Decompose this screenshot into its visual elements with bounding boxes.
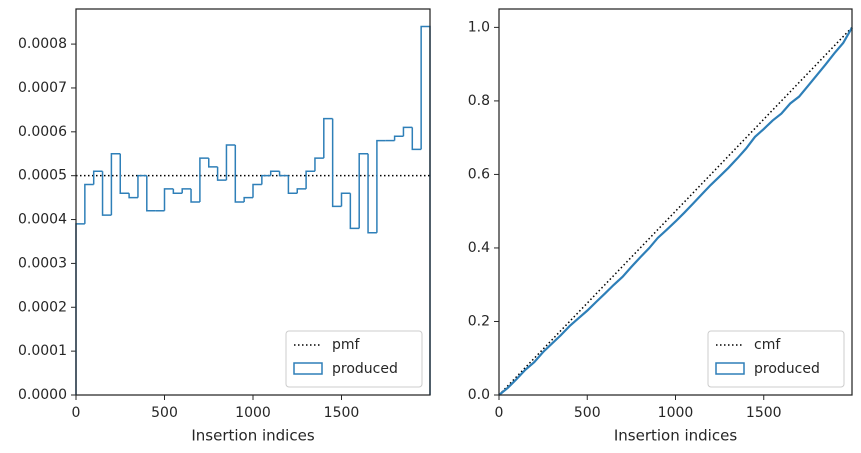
- x-axis-label: Insertion indices: [191, 427, 314, 445]
- histogram-step: [110, 153, 121, 216]
- histogram-step: [323, 117, 333, 159]
- y-tick-label: 0.0005: [18, 168, 67, 184]
- histogram-step: [349, 193, 360, 230]
- x-tick-label: 1500: [324, 405, 360, 421]
- histogram-step: [261, 174, 271, 185]
- series-line: [498, 26, 853, 396]
- x-tick-label: 1000: [235, 405, 271, 421]
- histogram-step: [208, 158, 218, 168]
- histogram-step: [190, 188, 200, 203]
- y-tick-label: 0.0001: [18, 343, 67, 359]
- histogram-step: [75, 223, 85, 395]
- legend-box: [285, 330, 423, 388]
- histogram-step: [199, 157, 209, 202]
- y-tick-label: 0.0000: [18, 387, 67, 403]
- x-tick-label: 1500: [746, 405, 782, 421]
- legend-swatch: [715, 362, 745, 375]
- legend-label: pmf: [332, 337, 361, 353]
- histogram-step: [216, 166, 227, 181]
- legend-box: [707, 330, 845, 388]
- histogram-step: [181, 188, 192, 194]
- histogram-step: [146, 175, 156, 212]
- histogram-step: [243, 196, 253, 202]
- y-tick-label: 0.0007: [18, 80, 67, 96]
- legend-label: cmf: [754, 337, 781, 353]
- histogram-step: [269, 170, 280, 176]
- y-tick-label: 0.0003: [18, 255, 67, 271]
- series-line: [498, 27, 853, 396]
- histogram-step: [340, 192, 351, 207]
- legend-label: produced: [754, 361, 820, 377]
- histogram-step: [367, 153, 377, 234]
- histogram-step: [119, 153, 130, 194]
- histogram-step: [225, 144, 236, 181]
- histogram-step: [402, 126, 413, 137]
- y-tick-label: 0.8: [468, 93, 490, 109]
- histogram-step: [172, 188, 183, 194]
- histogram-step: [287, 175, 298, 194]
- legend-swatch: [293, 362, 323, 375]
- histogram-step: [331, 118, 342, 208]
- histogram-step: [101, 171, 112, 216]
- x-tick-label: 500: [574, 405, 601, 421]
- axes-frame: [498, 8, 853, 396]
- histogram-step: [296, 188, 307, 194]
- histogram-step: [393, 135, 404, 141]
- y-tick-label: 0.0006: [18, 124, 67, 140]
- histogram-step: [314, 157, 324, 172]
- y-tick-label: 0.6: [468, 166, 490, 182]
- x-axis-label: Insertion indices: [614, 427, 737, 445]
- histogram-step: [163, 188, 174, 211]
- y-tick-label: 0.0002: [18, 299, 67, 315]
- histogram-step: [92, 170, 103, 185]
- histogram-step: [376, 139, 386, 233]
- y-tick-label: 1.0: [468, 19, 490, 35]
- histogram-step: [411, 127, 422, 151]
- histogram-step: [252, 183, 262, 198]
- histogram-step: [128, 193, 138, 199]
- y-tick-label: 0.4: [468, 240, 490, 256]
- x-tick-label: 0: [72, 405, 81, 421]
- x-tick-label: 500: [151, 405, 178, 421]
- y-tick-label: 0.0004: [18, 212, 67, 228]
- y-tick-label: 0.0: [468, 387, 490, 403]
- histogram-step: [358, 153, 369, 229]
- legend-label: produced: [332, 361, 398, 377]
- histogram-step: [278, 171, 289, 177]
- y-tick-label: 0.2: [468, 313, 490, 329]
- histogram-step: [137, 174, 147, 198]
- x-tick-label: 0: [495, 405, 504, 421]
- axes-frame: [75, 8, 431, 396]
- histogram-step: [234, 144, 245, 203]
- histogram-step: [305, 170, 315, 189]
- histogram-step: [84, 183, 94, 224]
- x-tick-label: 1000: [658, 405, 694, 421]
- y-tick-label: 0.0008: [18, 36, 67, 52]
